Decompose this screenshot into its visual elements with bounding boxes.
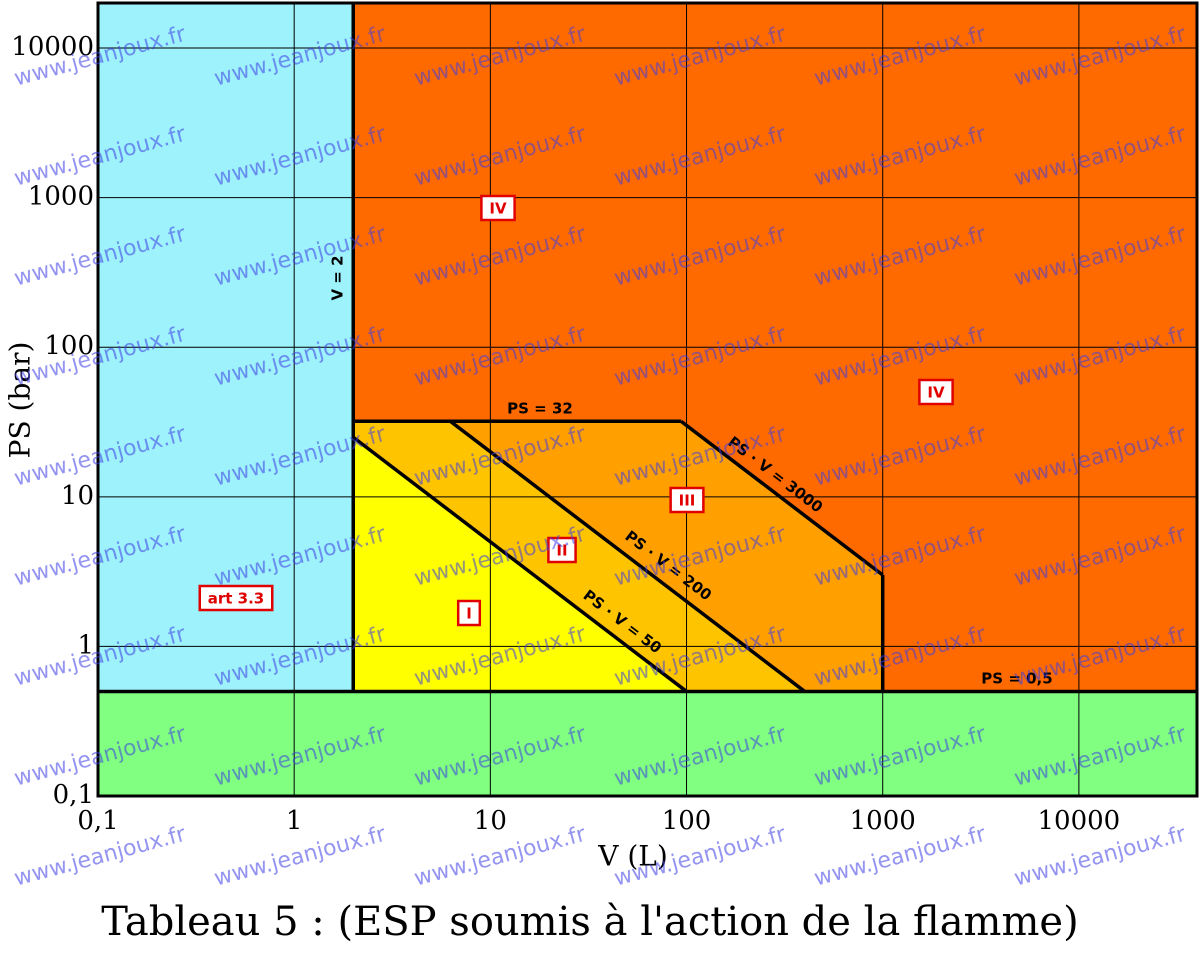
x-tick-label: 1000 (850, 806, 916, 836)
region-label: I (456, 599, 482, 627)
y-tick-label: 10000 (11, 32, 94, 62)
chart-title: Tableau 5 : (ESP soumis à l'action de la… (101, 899, 1078, 945)
region-label-text: IV (927, 384, 945, 402)
region-label-text: I (466, 605, 472, 623)
boundary-label: PS = 32 (507, 400, 573, 418)
boundary-line (679, 419, 884, 577)
boundaries (98, 3, 1197, 694)
x-tick-label: 100 (662, 806, 712, 836)
y-tick-label: 10 (61, 481, 94, 511)
region-label: IV (480, 194, 516, 222)
region-label-text: IV (489, 200, 507, 218)
region-label: IV (918, 378, 954, 406)
region-label: art 3.3 (198, 584, 274, 612)
region-label-text: II (556, 542, 567, 560)
region-label: II (547, 536, 577, 564)
region-label: III (669, 486, 705, 514)
boundary-line (449, 419, 806, 693)
region-label-box (669, 486, 705, 514)
y-tick-label: 100 (44, 331, 94, 361)
y-tick-label: 0,1 (53, 780, 94, 810)
x-tick-label: 1 (286, 806, 303, 836)
region-label-text: art 3.3 (208, 590, 264, 608)
x-axis-label: V (L) (597, 840, 668, 873)
x-tick-label: 10 (474, 806, 507, 836)
x-tick-label: 0,1 (77, 806, 118, 836)
x-tick-label: 10000 (1038, 806, 1121, 836)
boundary-line (352, 435, 688, 693)
region (98, 691, 1197, 796)
y-axis-label: PS (bar) (4, 342, 37, 459)
region-label-text: III (679, 492, 696, 510)
boundary-label: V = 2 (329, 255, 347, 300)
y-tick-label: 1 (77, 630, 94, 660)
region-label-box (918, 378, 954, 406)
region-label-box (198, 584, 274, 612)
boundary-label: PS = 0,5 (981, 670, 1052, 688)
plot-frame (96, 1, 1199, 798)
region-label-box (480, 194, 516, 222)
region-label-box (547, 536, 577, 564)
y-tick-label: 1000 (28, 182, 94, 212)
region-label-box (456, 599, 482, 627)
